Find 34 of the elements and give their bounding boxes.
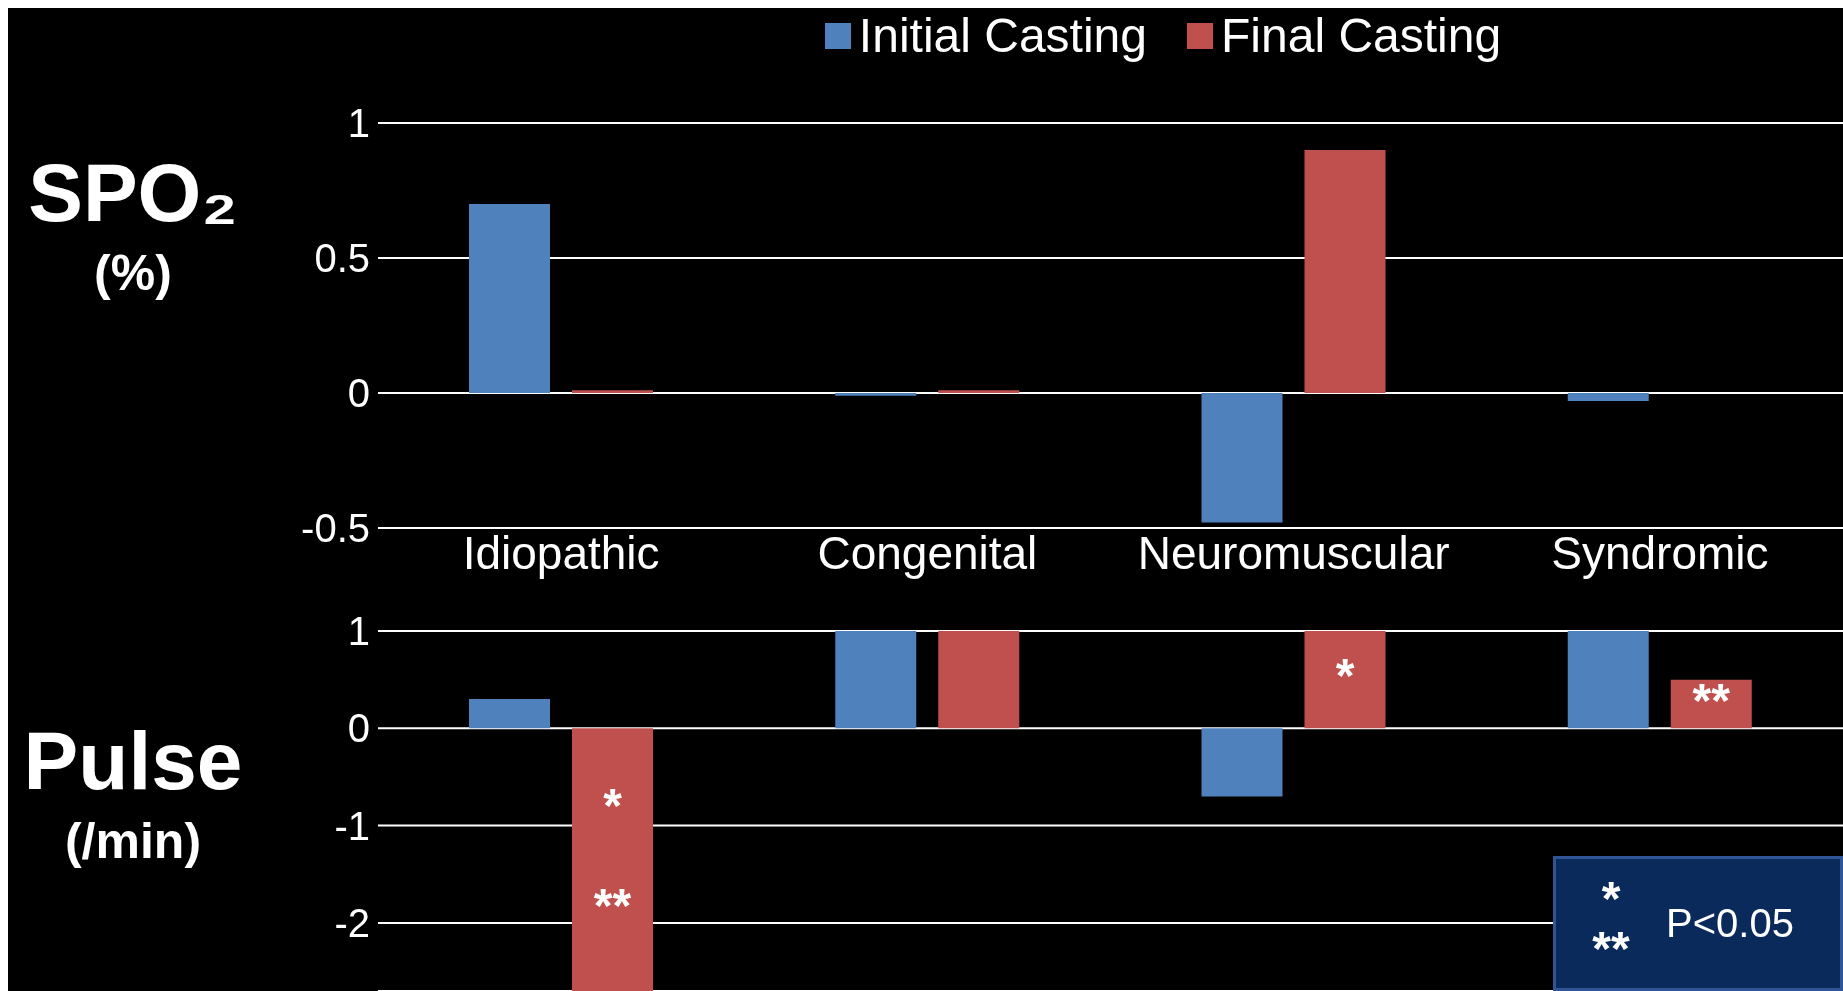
x-tick-label: Idiopathic [462,526,660,579]
bar [938,631,1020,729]
x-tick-label: Syndromic [1551,526,1769,579]
data-label: * [1335,649,1355,703]
bar [469,204,550,393]
y-tick-label: 0 [347,706,370,751]
bar [835,393,917,396]
data-label: * ** [593,779,632,933]
y-tick-label: 0.5 [314,236,370,281]
y-tick-label: 1 [347,609,370,654]
bar [1304,631,1386,729]
x-tick-label: Congenital [817,526,1038,579]
bar [1201,728,1283,797]
bar [1201,393,1283,523]
bar [1567,631,1649,729]
data-label: ** [1692,673,1731,727]
y-tick-label: 1 [347,101,370,146]
y-tick-label: -2 [334,901,370,946]
y-tick-label: 0 [347,371,370,416]
bar [938,390,1020,393]
bar [1304,150,1386,393]
bar [1567,393,1649,402]
legend-label: Final Casting [1220,8,1502,63]
bar [572,728,653,991]
x-tick-label: Neuromuscular [1137,526,1450,579]
annotation: P<0.05 [1666,901,1794,946]
legend-label: Initial Casting [857,8,1147,63]
y-axis-title: Pulse (/min) [22,715,244,871]
y-tick-label: -0.5 [301,506,370,551]
bar [835,631,917,729]
bar [572,390,653,393]
y-axis-title: SPO₂ (%) [27,147,239,303]
bar [469,699,550,729]
y-tick-label: -1 [334,803,370,848]
